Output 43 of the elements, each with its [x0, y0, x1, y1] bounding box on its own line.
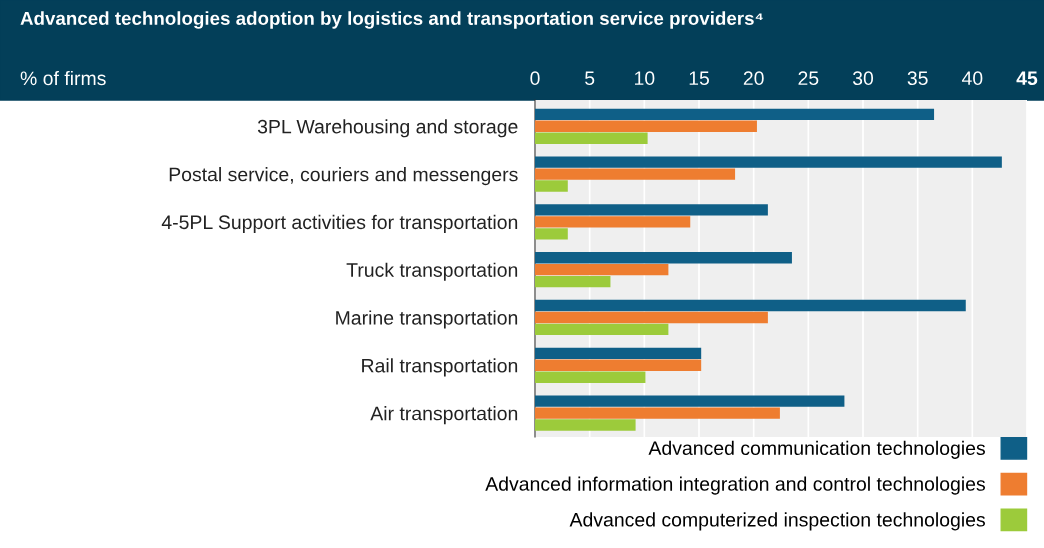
- y-tick-label: Air transportation: [370, 406, 518, 425]
- bar: [535, 347, 702, 360]
- bar: [535, 168, 736, 180]
- bar: [535, 156, 1002, 168]
- bar: [535, 120, 757, 132]
- chart-title: Advanced technologies adoption by logistics and transportation service providers⁴: [20, 11, 763, 29]
- y-tick-label: Postal service, couriers and messengers: [169, 167, 518, 186]
- x-tick-label: 5: [585, 71, 595, 86]
- x-tick-label: 25: [798, 71, 819, 86]
- y-tick-label: Truck transportation: [346, 262, 518, 281]
- bar: [535, 419, 636, 431]
- y-tick-label: 4-5PL Support activities for transportation: [161, 214, 518, 233]
- bar: [535, 275, 611, 288]
- x-tick-label: 40: [961, 71, 983, 86]
- x-tick-label: 0: [530, 71, 540, 86]
- bar: [535, 204, 768, 216]
- bar: [535, 299, 966, 312]
- bar: [535, 180, 568, 192]
- bar: [535, 264, 669, 276]
- bar: [535, 323, 669, 336]
- bar: [535, 132, 648, 144]
- x-tick-label: 30: [852, 71, 874, 86]
- x-tick-label: 45: [1016, 71, 1038, 86]
- bar: [535, 407, 780, 419]
- bar: [535, 395, 845, 407]
- legend-label: Advanced computerized inspection technologies: [569, 512, 985, 531]
- y-tick-label: Rail transportation: [362, 358, 518, 377]
- legend-label: Advanced information integration and control technologies: [485, 476, 985, 495]
- bar: [535, 216, 691, 228]
- x-tick-label: 10: [635, 71, 655, 86]
- x-tick-label: 20: [743, 71, 764, 86]
- bar: [535, 359, 702, 371]
- legend-label: Advanced communication technologies: [648, 440, 985, 459]
- bar: [535, 228, 568, 240]
- bar: [535, 371, 646, 383]
- bar: [535, 252, 792, 264]
- bar: [535, 108, 935, 121]
- y-tick-label: 3PL Warehousing and storage: [257, 119, 518, 138]
- x-tick-label: 35: [907, 71, 928, 86]
- y-tick-label: Marine transportation: [336, 310, 518, 329]
- x-axis-title: % of firms: [20, 70, 106, 86]
- bar: [535, 311, 768, 324]
- x-tick-label: 15: [689, 71, 709, 86]
